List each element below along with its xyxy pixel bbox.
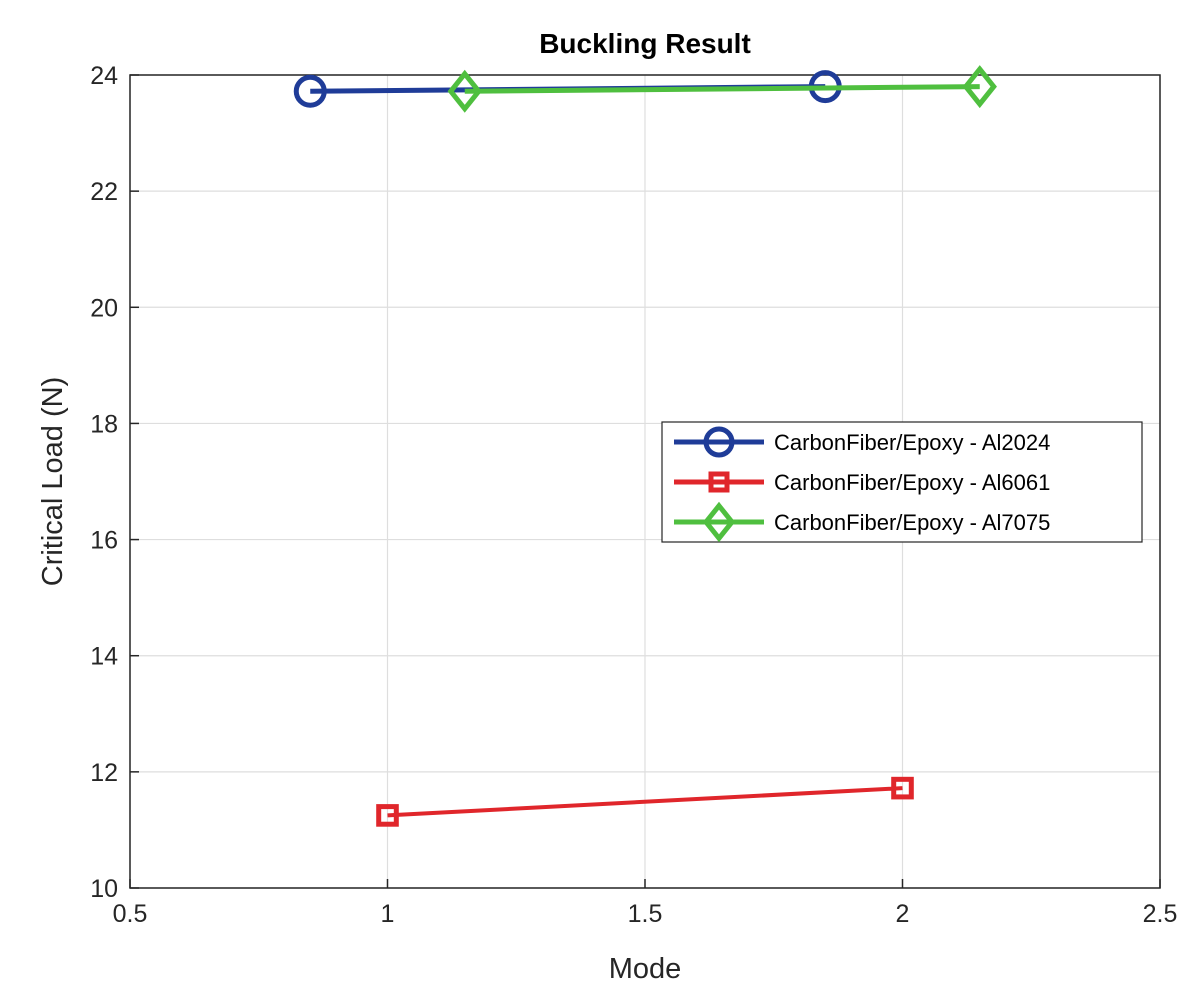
x-tick-label: 2 — [896, 900, 910, 928]
square-marker — [376, 804, 399, 827]
circle-marker — [703, 426, 735, 458]
square-marker — [891, 776, 914, 800]
legend-item: CarbonFiber/Epoxy - Al2024 — [674, 426, 1050, 458]
diamond-marker — [962, 65, 997, 109]
series-line — [464, 84, 980, 94]
legend-label: CarbonFiber/Epoxy - Al2024 — [774, 430, 1050, 455]
x-tick-label: 2.5 — [1143, 900, 1178, 928]
legend-label: CarbonFiber/Epoxy - Al6061 — [774, 470, 1050, 495]
x-tick-label: 0.5 — [113, 900, 148, 928]
legend-label: CarbonFiber/Epoxy - Al7075 — [774, 510, 1050, 535]
axis-ticks — [129, 74, 1161, 889]
y-tick-label: 16 — [90, 527, 118, 555]
legend: CarbonFiber/Epoxy - Al2024 CarbonFiber/Ep… — [661, 421, 1143, 543]
x-tick-labels: 0.5 1 1.5 2 2.5 — [113, 900, 1178, 928]
y-tick-label: 14 — [90, 643, 118, 671]
y-tick-label: 20 — [90, 294, 118, 322]
series-square — [376, 776, 914, 827]
x-tick-label: 1.5 — [628, 900, 663, 928]
series-layer — [293, 65, 997, 827]
square-marker — [708, 471, 730, 493]
series-diamond — [447, 65, 997, 113]
y-tick-label: 18 — [90, 410, 118, 438]
y-axis-title: Critical Load (N) — [37, 377, 69, 587]
legend-item: CarbonFiber/Epoxy - Al7075 — [674, 501, 1050, 543]
x-tick-label: 1 — [381, 900, 395, 928]
y-tick-label: 12 — [90, 759, 118, 787]
diamond-marker — [447, 69, 482, 113]
x-axis-title: Mode — [609, 953, 682, 985]
legend-item: CarbonFiber/Epoxy - Al6061 — [674, 470, 1050, 495]
y-tick-labels: 10 12 14 16 18 20 22 24 — [90, 62, 118, 903]
series-line — [387, 786, 903, 818]
y-tick-label: 10 — [90, 875, 118, 903]
chart-title: Buckling Result — [539, 28, 751, 59]
diamond-marker — [702, 501, 736, 543]
circle-marker — [293, 74, 327, 108]
y-tick-label: 22 — [90, 178, 118, 206]
y-tick-label: 24 — [90, 62, 118, 90]
